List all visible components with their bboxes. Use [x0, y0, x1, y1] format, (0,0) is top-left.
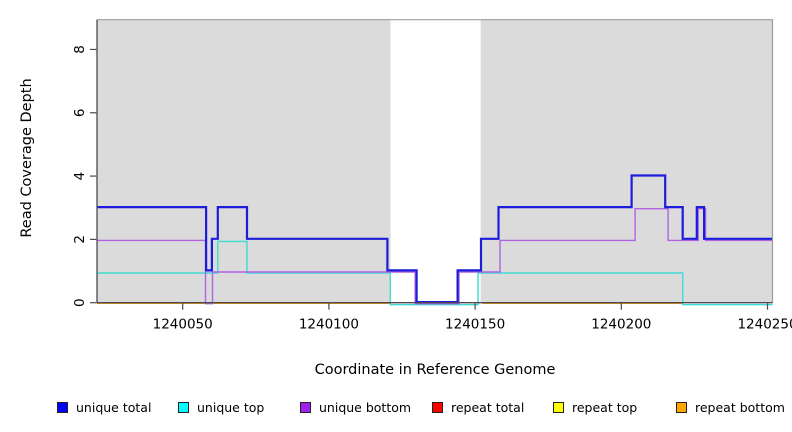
- y-tick-label: 0: [72, 298, 88, 307]
- legend-swatch-repeat-total: [432, 401, 443, 413]
- x-tick-label: 1240250: [737, 317, 792, 333]
- legend-label-unique-top: unique top: [197, 399, 265, 415]
- legend-swatch-unique-total: [57, 401, 68, 413]
- legend-item-unique-bottom: unique bottom: [300, 398, 411, 416]
- y-tick-label: 6: [72, 108, 88, 117]
- x-tick-label: 1240200: [591, 317, 651, 333]
- series-line-unique-total: [97, 174, 773, 304]
- x-axis-title: Coordinate in Reference Genome: [314, 362, 556, 378]
- legend-item-repeat-top: repeat top: [553, 398, 637, 416]
- legend-label-unique-total: unique total: [76, 399, 152, 415]
- x-tick-label: 1240150: [445, 317, 505, 333]
- series-line-unique-top: [97, 240, 773, 306]
- legend-item-unique-total: unique total: [57, 398, 151, 416]
- panel-border-top-right: [97, 19, 774, 303]
- legend-label-repeat-bottom: repeat bottom: [695, 399, 785, 415]
- legend: unique total unique top unique bottom repea…: [0, 398, 792, 418]
- legend-item-unique-top: unique top: [178, 398, 264, 416]
- legend-item-repeat-bottom: repeat bottom: [676, 398, 785, 416]
- legend-swatch-unique-bottom: [300, 401, 311, 413]
- legend-swatch-repeat-bottom: [676, 401, 687, 413]
- y-axis-title: Read Coverage Depth: [19, 78, 35, 238]
- x-tick-label: 1240100: [299, 317, 359, 333]
- y-tick-label: 8: [72, 45, 88, 54]
- panel-border-left-bottom: [96, 19, 773, 304]
- legend-label-repeat-total: repeat total: [451, 399, 525, 415]
- legend-swatch-repeat-top: [553, 401, 564, 413]
- legend-item-repeat-total: repeat total: [432, 398, 524, 416]
- y-tick-label: 4: [72, 172, 88, 181]
- y-tick-label: 2: [72, 235, 88, 244]
- legend-label-repeat-top: repeat top: [572, 399, 638, 415]
- legend-label-unique-bottom: unique bottom: [319, 399, 412, 415]
- series-line-unique-bottom: [97, 208, 773, 305]
- x-tick-label: 1240050: [153, 317, 213, 333]
- no-data-gap-band: [390, 19, 481, 303]
- legend-swatch-unique-top: [178, 401, 189, 413]
